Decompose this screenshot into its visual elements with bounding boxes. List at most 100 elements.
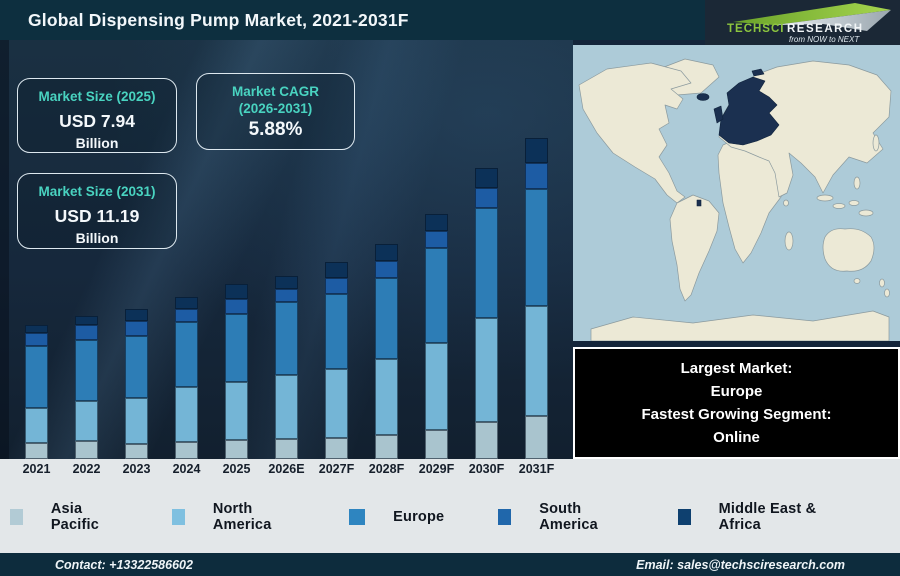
bar-segment — [325, 294, 348, 369]
market-size-2025-box: Market Size (2025) USD 7.94 Billion — [17, 78, 177, 153]
x-axis-label: 2022 — [72, 462, 101, 476]
bar-segment — [25, 325, 48, 333]
stacked-bar-2031F — [525, 138, 548, 459]
x-axis-label: 2025 — [222, 462, 251, 476]
bar-segment — [175, 297, 198, 309]
legend-label: Europe — [393, 509, 445, 525]
legend-label: North America — [212, 501, 272, 533]
stacked-bar-chart — [0, 40, 573, 459]
stacked-bar-2026E — [275, 276, 298, 459]
panel-edge-shade — [0, 40, 9, 459]
svg-text:RESEARCH: RESEARCH — [787, 23, 864, 35]
bar-segment — [125, 321, 148, 336]
bar-segment — [475, 422, 498, 459]
legend-swatch-icon — [677, 509, 691, 525]
legend-label: South America — [539, 501, 598, 533]
stacked-bar-2024 — [175, 297, 198, 459]
stacked-bar-2028F — [375, 244, 398, 459]
bar-segment — [275, 375, 298, 439]
market-size-2031-label: Market Size (2031) — [38, 184, 156, 199]
legend-item: Europe — [349, 509, 444, 525]
bar-segment — [425, 343, 448, 430]
x-axis-label: 2031F — [518, 462, 555, 476]
x-axis-labels: 2021 2022 2023 2024 2025 2026E 2027F 2028F 2029F… — [0, 462, 573, 480]
bar-segment — [275, 439, 298, 459]
page-title: Global Dispensing Pump Market, 2021-2031… — [28, 10, 409, 30]
axis-legend-strip: 2021 2022 2023 2024 2025 2026E 2027F 2028F 2029F… — [0, 459, 900, 553]
world-map-svg — [573, 45, 900, 342]
bar-segment — [25, 443, 48, 459]
legend-label: Middle East & Africa — [718, 501, 817, 533]
bar-segment — [225, 299, 248, 314]
bar-segment — [75, 325, 98, 340]
stacked-bar-2030F — [475, 168, 498, 459]
legend-label: Asia Pacific — [50, 501, 99, 533]
market-size-2025-label: Market Size (2025) — [38, 89, 156, 104]
callout-line-2: Europe — [710, 383, 763, 400]
bar-segment — [525, 189, 548, 306]
callout-line-4: Online — [713, 429, 760, 446]
chart-panel: Market Size (2025) USD 7.94 Billion Mark… — [0, 40, 573, 459]
bar-segment — [525, 138, 548, 163]
stacked-bar-2021 — [25, 325, 48, 459]
bar-segment — [475, 168, 498, 188]
bar-segment — [475, 208, 498, 318]
market-size-2031-unit: Billion — [75, 230, 119, 246]
x-axis-label: 2021 — [22, 462, 51, 476]
x-axis-label: 2028F — [368, 462, 405, 476]
stacked-bar-2025 — [225, 284, 248, 459]
bar-segment — [175, 322, 198, 387]
bar-segment — [325, 262, 348, 278]
map-europe-highlight — [696, 68, 780, 207]
legend-swatch-icon — [498, 509, 512, 525]
bar-segment — [475, 188, 498, 208]
bar-segment — [25, 333, 48, 346]
header-bar: Global Dispensing Pump Market, 2021-2031… — [0, 0, 900, 45]
chart-legend: Asia Pacific North America Europe South Ame… — [10, 501, 890, 533]
legend-item: North America — [171, 501, 295, 533]
bar-segment — [425, 214, 448, 231]
bar-segment — [25, 346, 48, 408]
legend-swatch-icon — [171, 509, 185, 525]
market-size-2025-unit: Billion — [75, 135, 119, 151]
bar-segment — [225, 314, 248, 382]
footer-contact: Contact: +13322586602 — [55, 557, 193, 572]
bar-segment — [375, 261, 398, 278]
market-size-2031-value: USD 11.19 — [54, 206, 140, 226]
bar-segment — [425, 231, 448, 248]
market-cagr-value: 5.88% — [248, 119, 303, 140]
callout-line-3: Fastest Growing Segment: — [641, 406, 832, 423]
bar-segment — [275, 302, 298, 375]
legend-item: South America — [498, 501, 623, 533]
bar-segment — [375, 359, 398, 435]
stacked-bar-2029F — [425, 214, 448, 459]
legend-item: Asia Pacific — [10, 501, 118, 533]
bar-segment — [75, 340, 98, 401]
market-cagr-box: Market CAGR (2026-2031) 5.88% — [196, 73, 355, 150]
bar-segment — [125, 309, 148, 321]
svg-text:from NOW to NEXT: from NOW to NEXT — [789, 35, 860, 44]
bar-segment — [375, 278, 398, 359]
bar-segment — [75, 441, 98, 459]
bar-segment — [425, 430, 448, 459]
bar-segment — [175, 442, 198, 459]
bar-segment — [75, 401, 98, 441]
x-axis-label: 2024 — [172, 462, 201, 476]
bar-segment — [225, 284, 248, 299]
bar-segment — [425, 248, 448, 343]
bar-segment — [275, 276, 298, 289]
legend-swatch-icon — [10, 509, 23, 525]
market-size-2025-value: USD 7.94 — [59, 111, 135, 131]
bar-segment — [325, 278, 348, 294]
callout-line-1: Largest Market: — [680, 360, 793, 377]
market-cagr-sublabel: (2026-2031) — [238, 101, 313, 116]
x-axis-label: 2023 — [122, 462, 151, 476]
bar-segment — [125, 336, 148, 398]
bar-segment — [375, 244, 398, 261]
bar-segment — [375, 435, 398, 459]
bar-segment — [325, 438, 348, 459]
bar-segment — [275, 289, 298, 302]
footer-bar: Contact: +13322586602 Email: sales@techs… — [0, 553, 900, 576]
legend-swatch-icon — [349, 509, 366, 525]
